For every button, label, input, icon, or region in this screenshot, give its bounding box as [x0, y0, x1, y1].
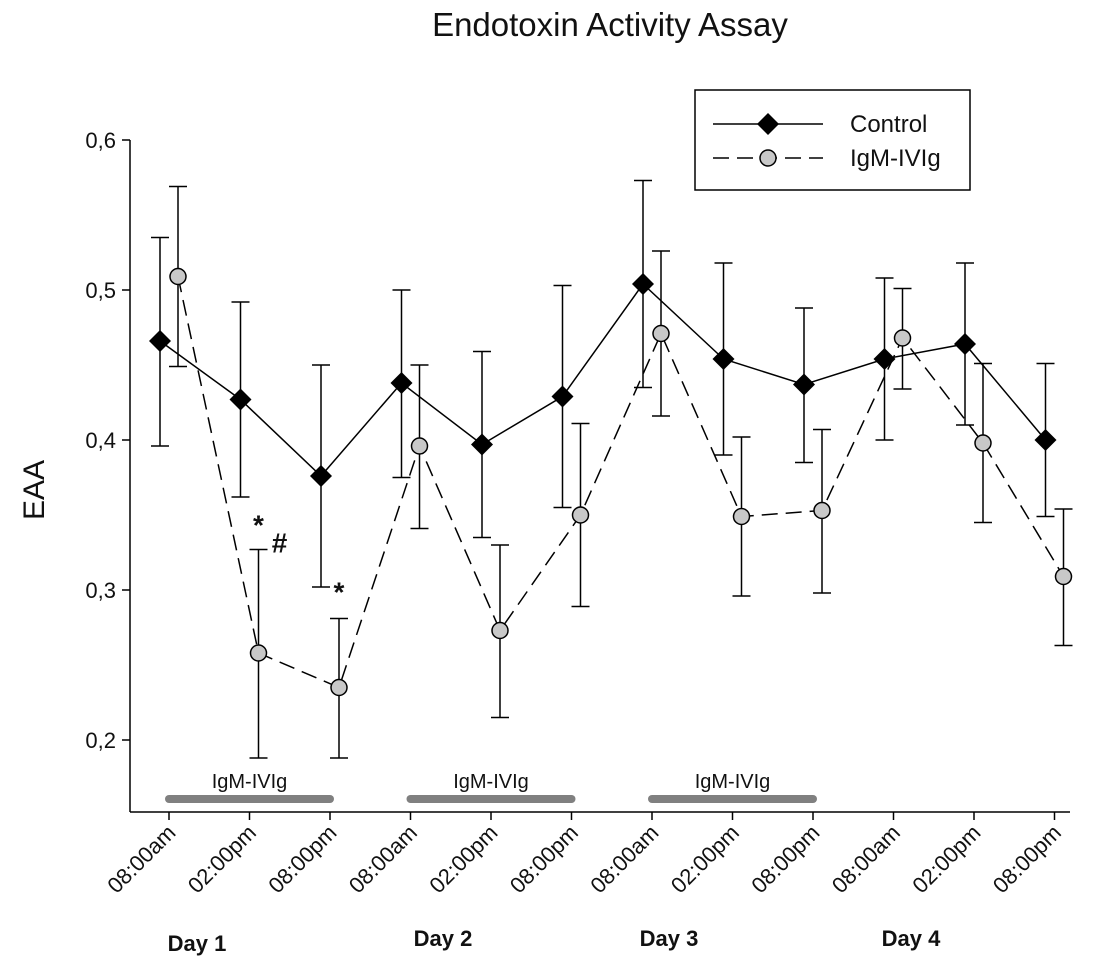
series-line [177, 276, 1065, 689]
x-tick-label: 08:00pm [746, 820, 824, 898]
data-point [491, 621, 509, 640]
data-point [813, 501, 831, 520]
treatment-bar-label: IgM-IVIg [453, 771, 529, 793]
day-label: Day 2 [414, 926, 473, 951]
day-label: Day 3 [640, 926, 699, 951]
data-point [330, 678, 348, 697]
data-point [793, 373, 815, 396]
day-label: Day 1 [168, 931, 227, 956]
y-tick-label: 0,3 [85, 578, 116, 603]
data-point [410, 437, 429, 455]
data-point [471, 433, 493, 456]
significance-marker: * [253, 510, 264, 541]
legend-marker-igm [759, 149, 777, 167]
y-axis-ticks: 0,2 0,3 0,4 0,5 0,6 [85, 128, 130, 753]
x-tick-label: 02:00pm [424, 820, 502, 898]
chart-title: Endotoxin Activity Assay [432, 6, 788, 43]
day-labels: Day 1 Day 2 Day 3 Day 4 [168, 926, 941, 956]
y-tick-label: 0,4 [85, 428, 116, 453]
x-axis-ticks: 08:00am 02:00pm 08:00pm 08:00am 02:00pm 08:00… [102, 812, 1066, 898]
data-point [712, 348, 735, 370]
data-point [1054, 567, 1073, 586]
data-point [1034, 429, 1057, 451]
significance-marker: # [272, 528, 288, 559]
annotations: * # * [253, 510, 345, 608]
data-point [974, 434, 992, 452]
data-point [169, 267, 187, 286]
data-point [632, 273, 654, 295]
legend-marker-control [757, 113, 779, 135]
data-point [732, 507, 751, 526]
data-point [571, 506, 590, 524]
data-point [551, 385, 574, 408]
treatment-bars: IgM-IVIg IgM-IVIg IgM-IVIg [165, 771, 817, 803]
data-point [229, 388, 252, 411]
x-tick-label: 08:00pm [988, 820, 1066, 898]
x-tick-label: 08:00pm [263, 820, 341, 898]
significance-marker: * [334, 577, 345, 608]
x-tick-label: 08:00am [102, 820, 180, 898]
data-point [310, 465, 332, 487]
treatment-bar-label: IgM-IVIg [695, 771, 771, 793]
treatment-bar-label: IgM-IVIg [212, 771, 288, 793]
series-line [159, 282, 1047, 478]
data-point [390, 372, 413, 394]
y-tick-label: 0,2 [85, 728, 116, 753]
legend-label-igm: IgM-IVIg [850, 145, 941, 172]
y-axis-label: EAA [18, 460, 51, 520]
series-igm-ivig [169, 185, 1073, 759]
data-point [893, 329, 912, 347]
y-tick-label: 0,6 [85, 128, 116, 153]
day-label: Day 4 [882, 926, 941, 951]
y-tick-label: 0,5 [85, 278, 116, 303]
series-layer [149, 179, 1073, 759]
x-tick-label: 02:00pm [907, 820, 985, 898]
legend: Control IgM-IVIg [694, 89, 971, 191]
x-tick-label: 02:00pm [183, 820, 261, 898]
data-point [149, 330, 171, 352]
data-point [652, 324, 670, 343]
x-tick-label: 08:00am [827, 820, 905, 898]
series-control [149, 179, 1057, 588]
data-point [954, 333, 976, 355]
x-tick-label: 08:00am [344, 820, 422, 898]
legend-box [694, 89, 971, 191]
legend-label-control: Control [850, 111, 927, 138]
x-tick-label: 02:00pm [666, 820, 744, 898]
x-tick-label: 08:00pm [505, 820, 583, 898]
data-point [249, 644, 268, 662]
x-tick-label: 08:00am [585, 820, 663, 898]
